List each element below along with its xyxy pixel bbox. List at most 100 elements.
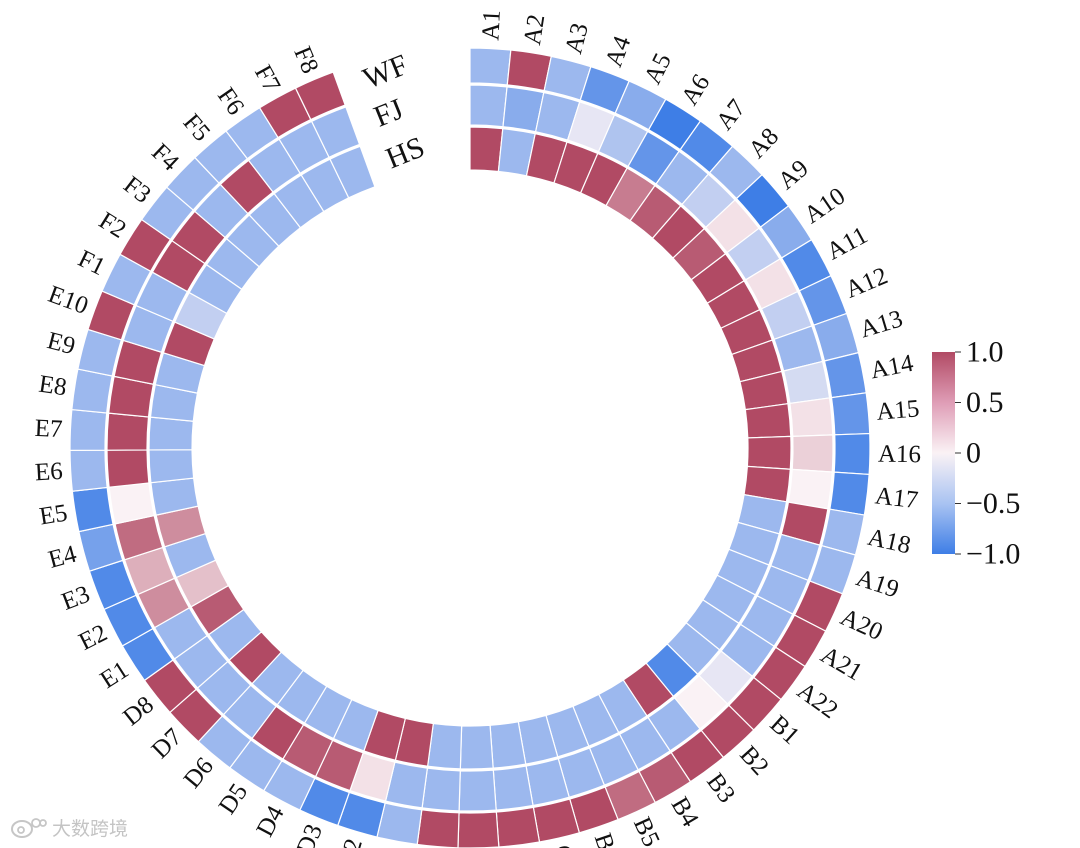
segment-label-E4: E4 <box>46 540 80 573</box>
ring-label-HS: HS <box>381 130 429 175</box>
segment-label-A3: A3 <box>560 20 594 56</box>
segment-label-B1: B1 <box>765 710 805 750</box>
cell-WF-E5 <box>71 486 114 533</box>
cell-WF-C3 <box>457 811 500 848</box>
cell-HS-A15 <box>744 403 792 439</box>
cell-WF-E8 <box>71 368 113 414</box>
cell-WF-A15 <box>830 392 871 436</box>
segment-label-A21: A21 <box>816 641 867 686</box>
segment-label-D3: D3 <box>292 821 329 848</box>
segment-label-F8: F8 <box>288 43 323 78</box>
watermark: 大数跨境 <box>10 812 150 842</box>
segment-label-A18: A18 <box>865 524 913 560</box>
segment-label-A7: A7 <box>711 95 751 136</box>
segment-label-A16: A16 <box>878 441 921 469</box>
segment-label-B6: B6 <box>589 830 624 848</box>
segment-label-D6: D6 <box>179 753 219 794</box>
cell-WF-C2 <box>495 806 541 848</box>
cell-WF-E6 <box>69 449 108 492</box>
segment-label-E3: E3 <box>58 581 94 616</box>
segment-label-F1: F1 <box>74 245 110 281</box>
cell-HS-E6 <box>148 449 195 484</box>
segment-label-C1: C1 <box>548 843 581 848</box>
segment-label-E9: E9 <box>44 327 78 360</box>
segment-label-F4: F4 <box>146 139 184 177</box>
cell-HS-F8 <box>329 145 376 199</box>
cell-FJ-A16 <box>791 434 834 473</box>
cell-FJ-C3 <box>458 769 497 812</box>
segment-label-A14: A14 <box>868 350 916 385</box>
cell-WF-A16 <box>833 432 871 476</box>
segment-label-E7: E7 <box>34 415 63 443</box>
cell-HS-A16 <box>746 435 792 470</box>
colorbar-tick-label: −1.0 <box>966 538 1020 571</box>
segment-label-A9: A9 <box>773 155 814 195</box>
cell-FJ-A15 <box>789 397 834 437</box>
heatmap-cells <box>69 47 871 848</box>
segment-label-E2: E2 <box>75 619 112 656</box>
cell-WF-A14 <box>823 351 867 399</box>
ring-label-WF: WF <box>358 48 412 95</box>
segment-label-D2: D2 <box>333 836 368 848</box>
segment-label-A10: A10 <box>799 183 850 230</box>
segment-label-B4: B4 <box>666 793 704 832</box>
cell-FJ-A1 <box>469 84 508 128</box>
segment-label-F3: F3 <box>118 171 155 209</box>
colorbar-ticks: 1.0 0.5 0 −0.5 −1.0 <box>955 336 1020 571</box>
segment-label-A8: A8 <box>744 123 785 164</box>
segment-label-A15: A15 <box>875 395 920 426</box>
watermark-text: 大数跨境 <box>52 817 129 840</box>
segment-label-D7: D7 <box>147 723 188 764</box>
cell-FJ-F8 <box>310 106 361 159</box>
cell-HS-C3 <box>459 724 494 770</box>
segment-label-B3: B3 <box>701 768 740 808</box>
segment-label-F2: F2 <box>94 207 131 244</box>
segment-label-A20: A20 <box>836 604 886 646</box>
cell-WF-A1 <box>469 47 512 86</box>
cell-HS-A1 <box>469 126 504 173</box>
segment-label-B2: B2 <box>734 741 774 781</box>
colorbar-tick-label: 0 <box>966 437 981 470</box>
segment-label-D5: D5 <box>214 779 253 819</box>
cell-FJ-C2 <box>492 765 534 811</box>
segment-label-F7: F7 <box>249 61 285 97</box>
segment-label-A22: A22 <box>792 677 843 724</box>
segment-label-A17: A17 <box>874 482 920 514</box>
segment-label-B5: B5 <box>628 813 665 848</box>
segment-label-A4: A4 <box>600 32 636 71</box>
segment-label-A12: A12 <box>842 262 892 303</box>
cell-WF-E7 <box>69 408 108 452</box>
ring-label-FJ: FJ <box>369 92 408 133</box>
segment-label-A19: A19 <box>853 564 902 603</box>
segment-label-A11: A11 <box>822 222 872 266</box>
segment-label-F5: F5 <box>178 109 216 147</box>
cell-WF-A2 <box>506 49 552 92</box>
segment-label-F6: F6 <box>212 83 249 120</box>
colorbar: 1.0 0.5 0 −0.5 −1.0 <box>932 336 1020 571</box>
segment-label-D4: D4 <box>252 801 290 841</box>
segment-label-E5: E5 <box>38 499 70 530</box>
colorbar-tick-label: 0.5 <box>966 386 1004 419</box>
segment-label-E6: E6 <box>34 458 63 487</box>
segment-label-E1: E1 <box>96 656 134 694</box>
colorbar-tick-label: −0.5 <box>966 487 1020 520</box>
segment-label-E8: E8 <box>37 371 68 402</box>
cell-WF-F8 <box>294 71 346 121</box>
cell-FJ-C4 <box>421 767 461 812</box>
cell-WF-C4 <box>416 809 460 848</box>
cell-FJ-E6 <box>106 449 150 488</box>
segment-label-A13: A13 <box>857 305 906 343</box>
colorbar-gradient <box>932 352 955 554</box>
segment-label-A5: A5 <box>639 49 677 88</box>
cell-HS-E7 <box>148 416 194 451</box>
segment-label-A1: A1 <box>477 9 506 41</box>
segment-label-A6: A6 <box>676 70 715 110</box>
segment-label-A2: A2 <box>519 13 550 47</box>
cell-WF-A17 <box>829 471 870 516</box>
segment-label-E10: E10 <box>45 281 92 320</box>
segment-label-D8: D8 <box>118 691 159 731</box>
colorbar-tick-label: 1.0 <box>966 336 1004 369</box>
weibo-icon <box>11 818 47 838</box>
